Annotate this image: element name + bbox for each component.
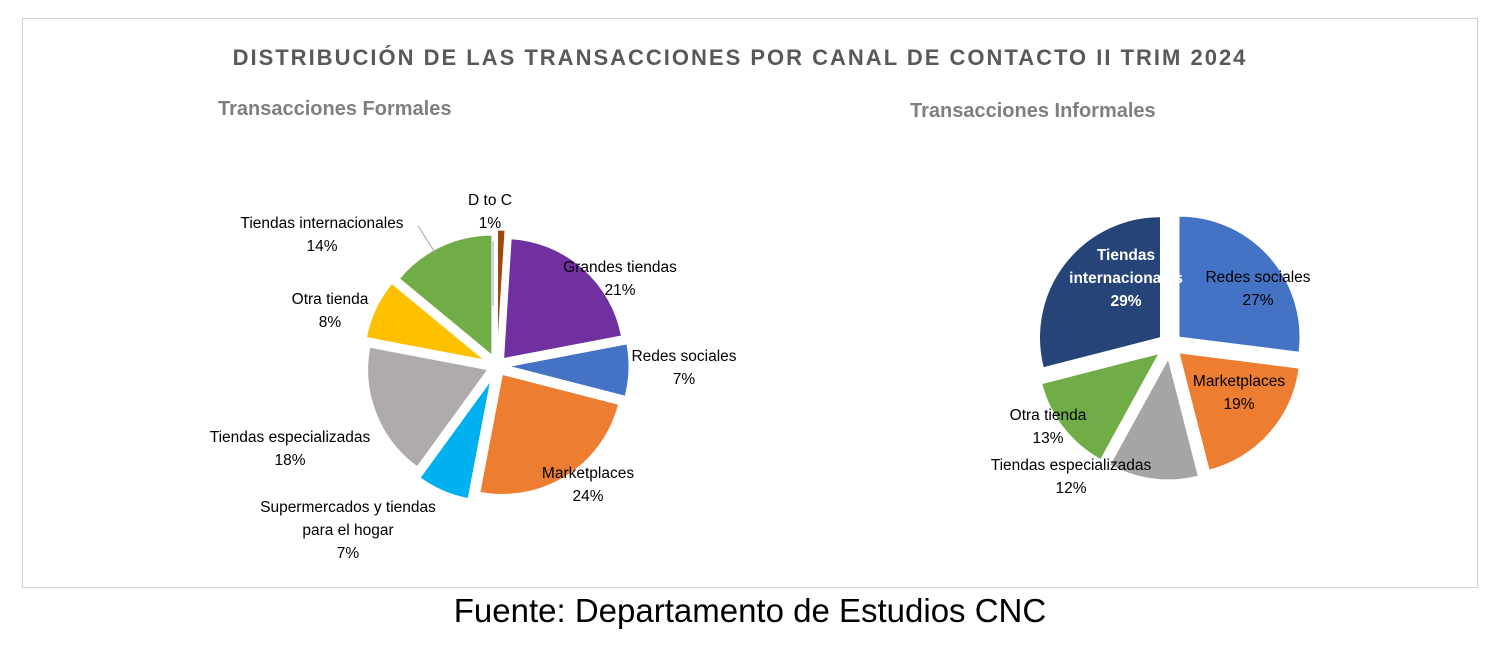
pie-slice-marketplaces bbox=[1178, 352, 1300, 471]
slice-value-label: 7% bbox=[337, 545, 360, 562]
slice-value-label: 18% bbox=[274, 452, 305, 469]
slice-value-label: 21% bbox=[604, 282, 635, 299]
slice-label-supermercados-y-tiendas-para-el-hogar: Supermercados y tiendas para el hogar 7% bbox=[260, 499, 436, 562]
chart-title-informales: Transacciones Informales bbox=[910, 100, 1156, 122]
slice-label-redes-sociales: Redes sociales 27% bbox=[1205, 269, 1310, 309]
slice-value-label: 19% bbox=[1223, 396, 1254, 413]
slice-label-line: para el hogar bbox=[302, 522, 393, 539]
slice-label-line: Grandes tiendas bbox=[563, 259, 677, 276]
pie-slice-marketplaces bbox=[479, 373, 620, 495]
pie-slices bbox=[1039, 215, 1301, 481]
slice-value-label: 12% bbox=[1055, 480, 1086, 497]
slice-label-marketplaces: Marketplaces 24% bbox=[542, 465, 634, 505]
slice-value-label: 8% bbox=[319, 314, 342, 331]
slice-label-line: Supermercados y tiendas bbox=[260, 499, 436, 516]
pie-slice-redes-sociales bbox=[508, 343, 630, 397]
pie-slice-redes-sociales bbox=[1178, 215, 1301, 353]
slice-label-line: Tiendas especializadas bbox=[991, 457, 1152, 474]
slice-label-line: Redes sociales bbox=[631, 348, 736, 365]
slice-value-label: 13% bbox=[1032, 430, 1063, 447]
slice-value-label: 29% bbox=[1110, 293, 1141, 310]
slice-value-label: 7% bbox=[673, 371, 696, 388]
slice-label-line: Marketplaces bbox=[1193, 373, 1285, 390]
slice-label-d-to-c: D to C 1% bbox=[468, 192, 512, 232]
slice-label-line: Tiendas bbox=[1097, 247, 1155, 264]
pie-slice-d-to-c bbox=[497, 229, 506, 351]
slice-value-label: 24% bbox=[572, 488, 603, 505]
pie-slice-otra-tienda bbox=[1041, 352, 1160, 461]
slice-label-tiendas-especializadas: Tiendas especializadas 18% bbox=[210, 429, 371, 469]
slice-label-line: internacionales bbox=[1069, 270, 1183, 287]
slice-label-line: Otra tienda bbox=[292, 291, 369, 308]
slice-label-redes-sociales: Redes sociales 7% bbox=[631, 348, 736, 388]
slice-label-otra-tienda: Otra tienda 13% bbox=[1010, 407, 1087, 447]
source-note: Fuente: Departamento de Estudios CNC bbox=[453, 592, 1047, 629]
slice-label-tiendas-internacionales: Tiendas internacionales 14% bbox=[240, 215, 403, 255]
pie-slice-tiendas-internacionales bbox=[1039, 216, 1162, 369]
leader-line-tiendas-internacionales bbox=[417, 225, 437, 255]
pie-slice-otra-tienda bbox=[365, 282, 485, 361]
chart-title-formales: Transacciones Formales bbox=[218, 98, 452, 120]
pie-slice-tiendas-internacionales bbox=[398, 234, 493, 357]
slice-label-line: Tiendas internacionales bbox=[240, 215, 403, 232]
slice-value-label: 1% bbox=[479, 215, 502, 232]
slice-label-marketplaces: Marketplaces 19% bbox=[1193, 373, 1285, 413]
pie-slices bbox=[365, 229, 630, 500]
main-title: DISTRIBUCIÓN DE LAS TRANSACCIONES POR CA… bbox=[232, 45, 1248, 70]
slice-label-tiendas-especializadas: Tiendas especializadas 12% bbox=[991, 457, 1152, 497]
slice-label-line: Redes sociales bbox=[1205, 269, 1310, 286]
slice-label-otra-tienda: Otra tienda 8% bbox=[292, 291, 369, 331]
slice-label-line: Marketplaces bbox=[542, 465, 634, 482]
slice-label-tiendas-internacionales: Tiendas internacionales 29% bbox=[1069, 247, 1183, 310]
slice-value-label: 27% bbox=[1242, 292, 1273, 309]
slice-label-line: Otra tienda bbox=[1010, 407, 1087, 424]
slice-label-line: Tiendas especializadas bbox=[210, 429, 371, 446]
pie-slice-tiendas-especializadas bbox=[367, 346, 489, 468]
slice-label-grandes-tiendas: Grandes tiendas 21% bbox=[563, 259, 677, 299]
pie-slice-supermercados-y-tiendas-para-el-hogar bbox=[419, 380, 492, 500]
slice-value-label: 14% bbox=[306, 238, 337, 255]
pie-slice-tiendas-especializadas bbox=[1109, 357, 1199, 481]
slice-label-line: D to C bbox=[468, 192, 512, 209]
pie-slice-grandes-tiendas bbox=[503, 238, 623, 360]
